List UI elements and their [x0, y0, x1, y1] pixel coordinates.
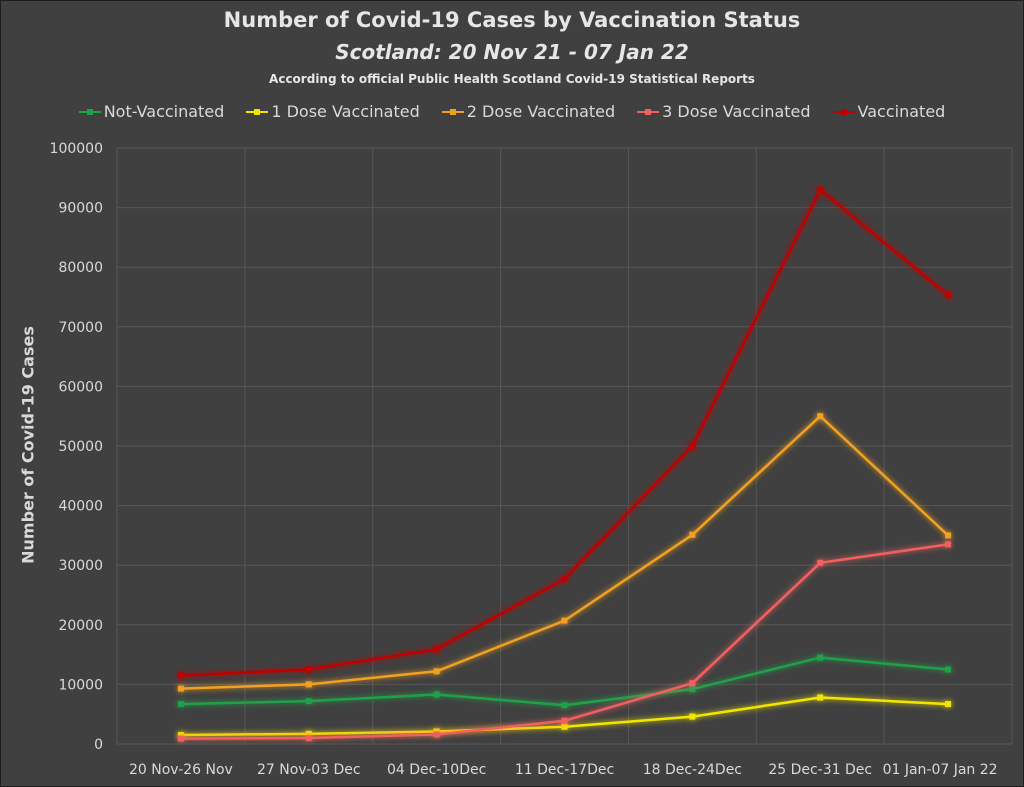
data-point — [817, 694, 824, 701]
data-point — [689, 443, 696, 449]
chart-title: Number of Covid-19 Cases by Vaccination … — [223, 8, 801, 32]
y-tick-labels: 0 10000 20000 30000 40000 50000 60000 70000 8000… — [50, 141, 103, 753]
series-line — [180, 188, 949, 677]
series-line — [180, 414, 949, 690]
y-tick-label: 0 — [94, 737, 103, 753]
data-point — [561, 723, 568, 730]
data-point — [817, 654, 824, 661]
x-tick-label: 27 Nov-03 Dec — [257, 762, 361, 778]
y-tick-label: 60000 — [58, 379, 103, 395]
data-point — [177, 732, 184, 739]
legend-item-3-dose: 3 Dose Vaccinated — [637, 102, 811, 121]
legend-swatch — [637, 108, 660, 115]
y-tick-label: 90000 — [58, 201, 103, 217]
legend-label: 2 Dose Vaccinated — [466, 102, 616, 121]
legend-swatch — [832, 108, 855, 115]
data-point — [305, 698, 312, 705]
y-tick-label: 100000 — [50, 141, 103, 157]
data-point — [945, 541, 952, 548]
data-point — [945, 532, 952, 539]
data-point — [689, 680, 696, 687]
x-tick-label: 25 Dec-31 Dec — [768, 762, 872, 778]
data-point — [561, 617, 568, 624]
y-tick-label: 10000 — [58, 677, 103, 693]
y-tick-label: 50000 — [58, 439, 103, 455]
series-2-dose-vaccinated — [177, 413, 952, 692]
data-point — [561, 702, 568, 709]
data-point — [817, 559, 824, 566]
legend-swatch — [246, 108, 269, 115]
y-tick-label: 70000 — [58, 320, 103, 336]
y-tick-label: 80000 — [58, 260, 103, 276]
legend-label: Not-Vaccinated — [103, 102, 225, 121]
data-point — [305, 735, 312, 742]
data-point — [689, 686, 696, 693]
legend-item-vaccinated: Vaccinated — [832, 102, 946, 121]
data-point — [561, 575, 568, 582]
grid-lines — [116, 147, 1013, 745]
legend-item-1-dose: 1 Dose Vaccinated — [246, 102, 420, 121]
chart-subtitle: Scotland: 20 Nov 21 - 07 Jan 22 — [335, 40, 689, 64]
series-lines — [177, 186, 952, 742]
data-point — [817, 413, 824, 420]
legend: Not-Vaccinated 1 Dose Vaccinated 2 Dose … — [0, 102, 1024, 121]
x-tick-labels: 20 Nov-26 Nov 27 Nov-03 Dec 04 Dec-10Dec 11… — [129, 762, 998, 778]
data-point — [433, 691, 440, 698]
y-tick-label: 20000 — [58, 618, 103, 634]
y-tick-label: 30000 — [58, 558, 103, 574]
data-point — [817, 186, 824, 193]
data-point — [945, 666, 952, 673]
series-not-vaccinated — [177, 654, 952, 709]
data-point — [177, 672, 184, 679]
data-point — [689, 713, 696, 720]
data-point — [561, 717, 568, 724]
legend-swatch — [78, 108, 101, 115]
data-point — [305, 730, 312, 737]
data-point — [945, 701, 952, 708]
legend-item-not-vaccinated: Not-Vaccinated — [78, 102, 225, 121]
legend-item-2-dose: 2 Dose Vaccinated — [441, 102, 616, 121]
series-3-dose-vaccinated — [177, 541, 952, 742]
chart-subtitle-source: According to official Public Health Scot… — [269, 72, 755, 86]
data-point — [305, 666, 312, 673]
x-tick-label: 11 Dec-17Dec — [515, 762, 614, 778]
data-point — [305, 681, 312, 688]
data-point — [177, 685, 184, 692]
y-tick-label: 40000 — [58, 499, 103, 515]
x-tick-label: 20 Nov-26 Nov — [129, 762, 233, 778]
data-point — [689, 531, 696, 538]
legend-label: 3 Dose Vaccinated — [662, 102, 811, 121]
x-tick-label: 04 Dec-10Dec — [387, 762, 486, 778]
data-point — [177, 701, 184, 708]
legend-swatch — [441, 108, 464, 115]
x-tick-label: 01 Jan-07 Jan 22 — [883, 762, 998, 778]
x-tick-label: 18 Dec-24Dec — [643, 762, 742, 778]
series-vaccinated — [177, 186, 952, 679]
legend-label: Vaccinated — [857, 102, 946, 121]
data-point — [433, 646, 440, 653]
data-point — [433, 668, 440, 675]
data-point — [945, 292, 952, 299]
data-point — [177, 735, 184, 742]
legend-label: 1 Dose Vaccinated — [271, 102, 420, 121]
data-point — [433, 731, 440, 738]
series-line — [180, 543, 949, 740]
